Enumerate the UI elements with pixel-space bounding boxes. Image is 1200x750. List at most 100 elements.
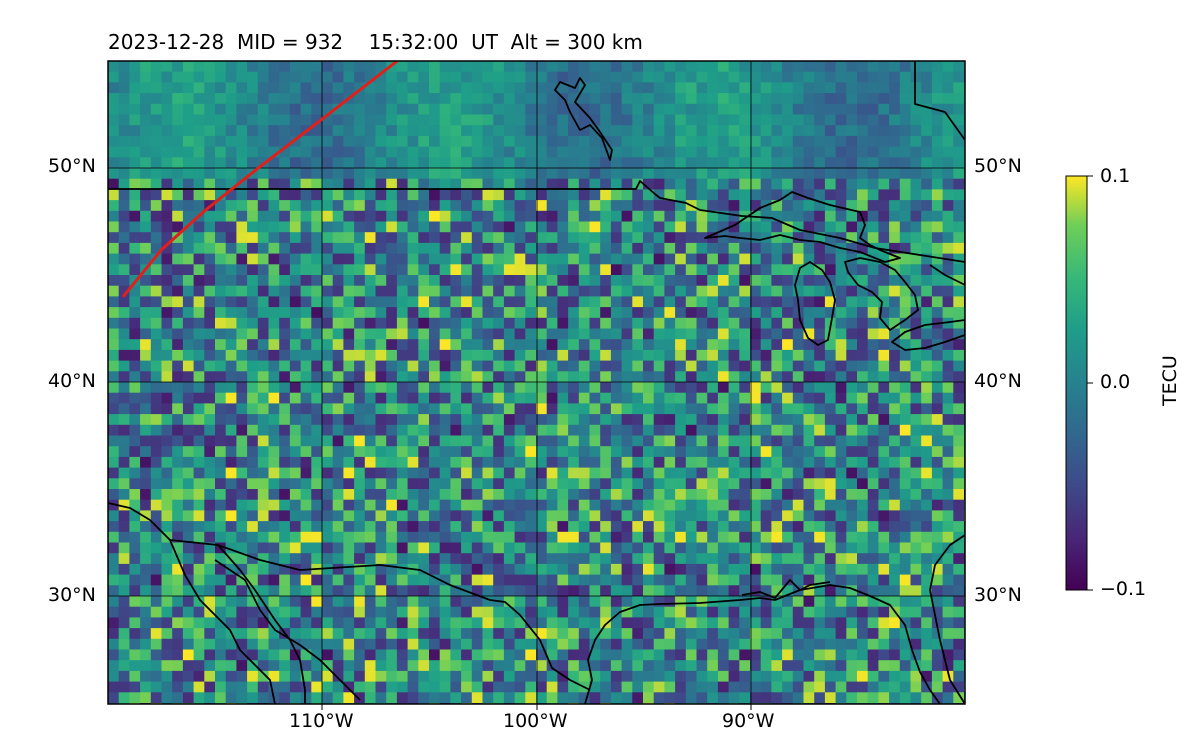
heatmap-cell [482, 692, 494, 704]
heatmap-cell [696, 446, 708, 458]
heatmap-cell [364, 317, 376, 329]
heatmap-cell [589, 71, 601, 83]
heatmap-cell [471, 424, 483, 436]
heatmap-cell [857, 692, 869, 704]
heatmap-cell [129, 499, 141, 511]
heatmap-cell [739, 93, 751, 105]
heatmap-cell [108, 307, 120, 319]
heatmap-cell [129, 371, 141, 383]
heatmap-cell [215, 339, 227, 351]
heatmap-cell [931, 285, 943, 297]
heatmap-cell [300, 692, 312, 704]
heatmap-cell [322, 553, 334, 565]
heatmap-cell [140, 510, 152, 522]
heatmap-cell [439, 563, 451, 575]
heatmap-cell [739, 82, 751, 94]
heatmap-cell [354, 585, 366, 597]
heatmap-cell [172, 339, 184, 351]
heatmap-cell [257, 403, 269, 415]
heatmap-cell [557, 596, 569, 608]
heatmap-cell [717, 71, 729, 83]
heatmap-cell [161, 125, 173, 137]
heatmap-cell [717, 189, 729, 201]
heatmap-cell [182, 328, 194, 340]
heatmap-cell [268, 210, 280, 222]
heatmap-cell [953, 103, 965, 115]
heatmap-cell [643, 178, 655, 190]
heatmap-cell [568, 360, 580, 372]
heatmap-cell [268, 71, 280, 83]
heatmap-cell [300, 489, 312, 501]
heatmap-cell [589, 531, 601, 543]
heatmap-cell [375, 157, 387, 169]
heatmap-cell [814, 93, 826, 105]
heatmap-cell [653, 478, 665, 490]
heatmap-cell [610, 606, 622, 618]
heatmap-cell [247, 585, 259, 597]
heatmap-cell [557, 253, 569, 265]
heatmap-cell [675, 660, 687, 672]
heatmap-cell [910, 660, 922, 672]
heatmap-cell [696, 146, 708, 158]
heatmap-cell [739, 146, 751, 158]
heatmap-cell [546, 200, 558, 212]
heatmap-cell [118, 253, 130, 265]
heatmap-cell [717, 478, 729, 490]
heatmap-cell [600, 382, 612, 394]
heatmap-cell [589, 692, 601, 704]
heatmap-cell [182, 499, 194, 511]
heatmap-cell [343, 681, 355, 693]
heatmap-cell [407, 692, 419, 704]
heatmap-cell [354, 382, 366, 394]
heatmap-cell [257, 606, 269, 618]
heatmap-cell [471, 114, 483, 126]
heatmap-cell [193, 382, 205, 394]
heatmap-cell [150, 585, 162, 597]
heatmap-cell [899, 553, 911, 565]
heatmap-cell [247, 435, 259, 447]
heatmap-cell [322, 253, 334, 265]
heatmap-cell [824, 660, 836, 672]
heatmap-cell [386, 349, 398, 361]
heatmap-cell [835, 392, 847, 404]
heatmap-cell [172, 638, 184, 650]
heatmap-cell [439, 478, 451, 490]
heatmap-cell [418, 360, 430, 372]
colorbar-label-max: 0.1 [1100, 165, 1131, 187]
heatmap-cell [814, 103, 826, 115]
heatmap-cell [664, 178, 676, 190]
heatmap-cell [578, 531, 590, 543]
heatmap-cell [696, 521, 708, 533]
heatmap-cell [921, 307, 933, 319]
heatmap-cell [536, 681, 548, 693]
heatmap-cell [803, 489, 815, 501]
heatmap-cell [857, 553, 869, 565]
heatmap-cell [814, 531, 826, 543]
heatmap-cell [621, 596, 633, 608]
heatmap-cell [750, 531, 762, 543]
heatmap-cell [910, 221, 922, 233]
heatmap-cell [471, 189, 483, 201]
heatmap-cell [953, 649, 965, 661]
heatmap-cell [418, 253, 430, 265]
heatmap-cell [707, 489, 719, 501]
heatmap-cell [910, 489, 922, 501]
heatmap-cell [311, 521, 323, 533]
heatmap-cell [375, 328, 387, 340]
heatmap-cell [525, 382, 537, 394]
heatmap-cell [942, 232, 954, 244]
heatmap-cell [792, 275, 804, 287]
heatmap-cell [803, 456, 815, 468]
heatmap-cell [899, 125, 911, 137]
heatmap-cell [161, 403, 173, 415]
heatmap-cell [332, 563, 344, 575]
heatmap-cell [257, 660, 269, 672]
heatmap-cell [364, 489, 376, 501]
heatmap-cell [953, 553, 965, 565]
heatmap-cell [750, 328, 762, 340]
heatmap-cell [664, 446, 676, 458]
heatmap-cell [899, 135, 911, 147]
heatmap-cell [375, 531, 387, 543]
heatmap-cell [215, 103, 227, 115]
heatmap-cell [140, 628, 152, 640]
